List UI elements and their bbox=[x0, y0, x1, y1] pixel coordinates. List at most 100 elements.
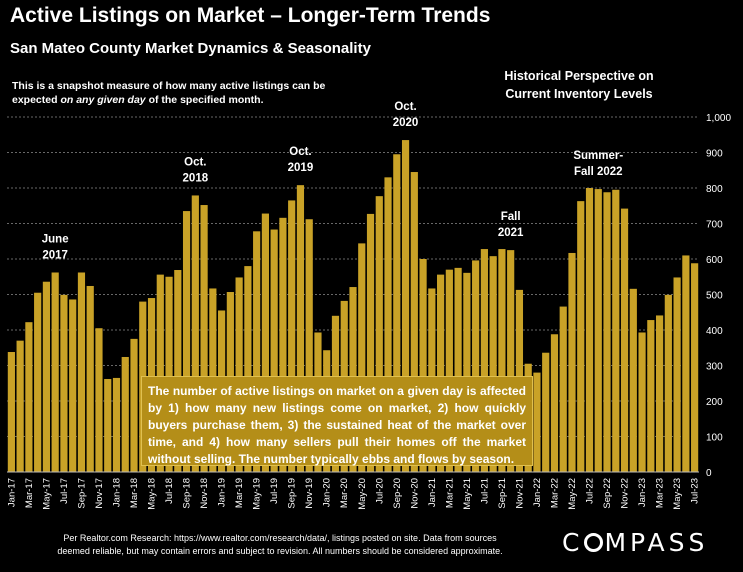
bar bbox=[480, 249, 488, 472]
x-tick-label: Mar-23 bbox=[655, 478, 666, 508]
x-tick-label: Mar-22 bbox=[549, 478, 560, 508]
bar bbox=[612, 189, 620, 472]
x-tick-label: Mar-18 bbox=[129, 478, 140, 508]
x-tick-label: Jul-20 bbox=[374, 478, 385, 504]
annotation-label: Oct. bbox=[289, 146, 311, 158]
bar bbox=[550, 334, 559, 472]
x-tick-label: Nov-21 bbox=[514, 478, 525, 509]
bar bbox=[200, 205, 208, 473]
x-tick-label: Sep-19 bbox=[287, 478, 298, 509]
page-title: Active Listings on Market – Longer-Term … bbox=[10, 4, 491, 27]
bar bbox=[472, 260, 480, 472]
x-tick-label: Sep-17 bbox=[76, 478, 87, 509]
bar bbox=[191, 195, 199, 472]
bar bbox=[366, 213, 375, 473]
y-tick-label: 1,000 bbox=[706, 113, 731, 124]
x-tick-label: Jul-23 bbox=[690, 478, 701, 504]
x-tick-label: May-22 bbox=[567, 478, 578, 510]
bar bbox=[51, 272, 59, 472]
x-tick-label: Sep-18 bbox=[182, 478, 193, 509]
bar bbox=[270, 229, 278, 472]
bar bbox=[401, 140, 410, 472]
x-tick-label: Jul-18 bbox=[164, 478, 175, 504]
bar bbox=[620, 208, 629, 472]
bar bbox=[542, 352, 550, 472]
bar bbox=[568, 252, 576, 472]
bar bbox=[673, 277, 681, 472]
annotation-label: Summer- bbox=[573, 150, 623, 162]
x-tick-label: Nov-20 bbox=[409, 478, 420, 509]
note-text-end: of the specified month. bbox=[145, 94, 264, 106]
x-tick-label: Sep-20 bbox=[392, 478, 403, 509]
x-tick-label: Mar-20 bbox=[339, 478, 350, 508]
bar bbox=[664, 294, 672, 472]
bar bbox=[419, 259, 427, 472]
bar bbox=[130, 338, 138, 472]
x-tick-label: Jan-19 bbox=[217, 478, 228, 507]
bar bbox=[577, 201, 585, 472]
bar bbox=[174, 270, 182, 472]
bar bbox=[77, 272, 86, 472]
y-tick-label: 100 bbox=[706, 433, 723, 444]
bar bbox=[445, 269, 453, 472]
bar bbox=[410, 172, 418, 472]
x-tick-label: Nov-19 bbox=[304, 478, 315, 509]
x-tick-label: May-20 bbox=[357, 478, 368, 510]
x-tick-label: May-19 bbox=[252, 478, 263, 510]
x-tick-label: Jul-17 bbox=[59, 478, 70, 504]
y-tick-label: 400 bbox=[706, 326, 723, 337]
bar bbox=[121, 356, 129, 472]
x-tick-label: Jan-21 bbox=[427, 478, 438, 507]
bar bbox=[393, 154, 401, 472]
annotation-label: 2020 bbox=[393, 117, 419, 129]
bar bbox=[112, 377, 121, 472]
bar bbox=[585, 188, 594, 472]
historical-line-2: Current Inventory Levels bbox=[505, 87, 653, 101]
explanation-callout: The number of active listings on market … bbox=[141, 376, 533, 466]
bar bbox=[507, 250, 515, 472]
logo-o-ring bbox=[584, 533, 604, 552]
bar bbox=[594, 189, 602, 472]
bar bbox=[60, 294, 68, 472]
x-tick-label: Jan-22 bbox=[532, 478, 543, 507]
bar bbox=[25, 322, 33, 472]
bar bbox=[244, 266, 252, 472]
bar bbox=[288, 200, 296, 473]
note-text-emphasis: on any given day bbox=[60, 94, 146, 106]
bar bbox=[358, 243, 366, 472]
bar bbox=[691, 263, 699, 472]
annotation-label: 2019 bbox=[288, 162, 314, 174]
bar bbox=[34, 292, 42, 472]
x-tick-label: Nov-22 bbox=[620, 478, 631, 509]
y-tick-label: 800 bbox=[706, 184, 723, 195]
bar bbox=[296, 185, 305, 472]
x-tick-label: Jan-18 bbox=[111, 478, 122, 507]
bar bbox=[69, 299, 77, 472]
bar bbox=[156, 274, 164, 472]
bar bbox=[42, 281, 51, 472]
bar bbox=[638, 332, 646, 472]
x-tick-label: Mar-21 bbox=[444, 478, 455, 508]
bar bbox=[603, 192, 611, 472]
x-tick-label: Jul-22 bbox=[585, 478, 596, 504]
bar bbox=[655, 315, 664, 472]
bar bbox=[533, 372, 541, 472]
x-tick-label: Mar-17 bbox=[24, 478, 35, 508]
bar bbox=[559, 306, 567, 472]
bar bbox=[182, 211, 191, 472]
bar bbox=[279, 217, 287, 472]
logo-text-start: C bbox=[562, 528, 584, 557]
source-line-2: deemed reliable, but may contain errors … bbox=[57, 546, 503, 556]
annotation-label: 2021 bbox=[498, 227, 524, 239]
annotation-label: Fall 2022 bbox=[574, 166, 623, 178]
bar bbox=[437, 274, 445, 472]
annotation-label: June bbox=[42, 233, 69, 245]
source-footnote: Per Realtor.com Research: https://www.re… bbox=[20, 532, 540, 558]
y-tick-label: 300 bbox=[706, 362, 723, 373]
bar bbox=[235, 277, 243, 472]
x-tick-label: Sep-21 bbox=[497, 478, 508, 509]
y-tick-label: 700 bbox=[706, 220, 723, 231]
page-subtitle: San Mateo County Market Dynamics & Seaso… bbox=[10, 40, 371, 57]
x-tick-label: Sep-22 bbox=[602, 478, 613, 509]
y-tick-label: 0 bbox=[706, 468, 712, 479]
